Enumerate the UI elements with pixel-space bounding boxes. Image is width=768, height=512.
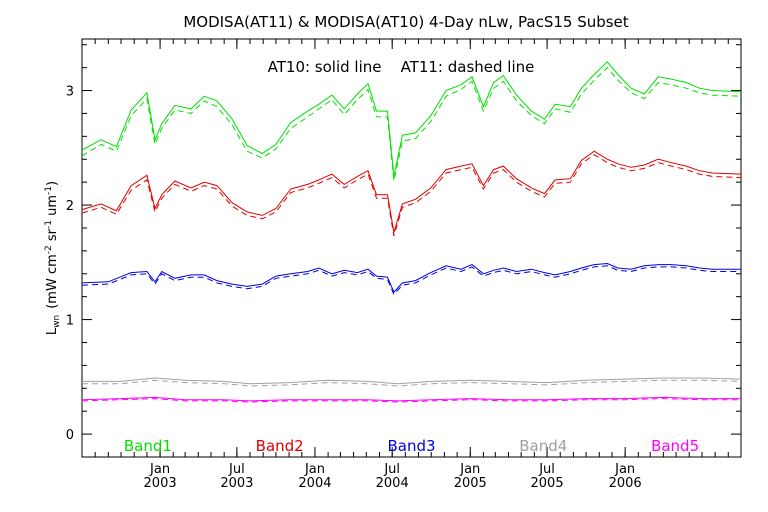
y-label-subscript: wn — [52, 315, 62, 328]
x-tick-year-label: 2006 — [609, 476, 642, 491]
x-tick-year-label: 2004 — [298, 476, 331, 491]
plot-area: 0123Jan2003Jul2003Jan2004Jul2004Jan2005J… — [66, 38, 742, 491]
y-label-units-mid-2: um — [45, 195, 60, 220]
x-tick-month-label: Jan — [459, 462, 480, 477]
x-tick-year-label: 2004 — [376, 476, 409, 491]
y-tick-label: 3 — [66, 85, 74, 100]
line-style-annotation: AT10: solid line AT11: dashed line — [268, 58, 535, 76]
svg-text:Lwn(mW cm-2 sr-1 um-1): Lwn(mW cm-2 sr-1 um-1) — [44, 181, 62, 335]
series-label-band2: Band2 — [256, 437, 304, 455]
x-tick-month-label: Jan — [304, 462, 325, 477]
series-line-at11-band1 — [81, 66, 742, 182]
series-line-at11-band4 — [82, 379, 742, 387]
x-tick-year-label: 2005 — [454, 476, 487, 491]
y-label-units-mid-1: sr — [45, 228, 60, 245]
series-label-band1: Band1 — [124, 437, 172, 455]
plot-frame — [81, 38, 742, 458]
x-tick-year-label: 2003 — [144, 476, 177, 491]
series-line-at10-band2 — [81, 150, 742, 233]
y-tick-label: 0 — [66, 428, 74, 443]
x-tick-month-label: Jan — [149, 462, 170, 477]
series-line-at11-band5 — [81, 398, 741, 403]
series-line-at10-band4 — [82, 377, 742, 385]
series-label-band5: Band5 — [651, 437, 699, 455]
y-label-units-start: (mW cm — [45, 254, 60, 309]
chart-title: MODISA(AT11) & MODISA(AT10) 4-Day nLw, P… — [183, 13, 628, 31]
series-line-at11-band3 — [81, 265, 741, 296]
series-label-band3: Band3 — [387, 437, 435, 455]
y-label-symbol: L — [45, 327, 60, 335]
x-tick-month-label: Jul — [228, 462, 245, 477]
x-tick-year-label: 2003 — [220, 476, 253, 491]
series-line-at11-band2 — [81, 154, 742, 237]
series-label-band4: Band4 — [519, 437, 567, 455]
y-axis-label: Lwn(mW cm-2 sr-1 um-1) — [44, 181, 62, 335]
y-label-sup-1: -2 — [44, 245, 54, 254]
x-tick-month-label: Jul — [383, 462, 400, 477]
x-tick-year-label: 2005 — [531, 476, 564, 491]
y-tick-label: 2 — [66, 199, 74, 214]
y-label-units-end: ) — [45, 181, 60, 186]
series-line-at10-band1 — [81, 61, 742, 177]
y-label-sup-2: -1 — [44, 220, 54, 229]
x-tick-month-label: Jul — [538, 462, 555, 477]
series-line-at10-band5 — [81, 396, 741, 402]
y-tick-label: 1 — [66, 314, 74, 329]
y-label-sup-3: -1 — [44, 186, 54, 195]
x-tick-month-label: Jan — [614, 462, 635, 477]
series-line-at10-band3 — [81, 262, 741, 294]
